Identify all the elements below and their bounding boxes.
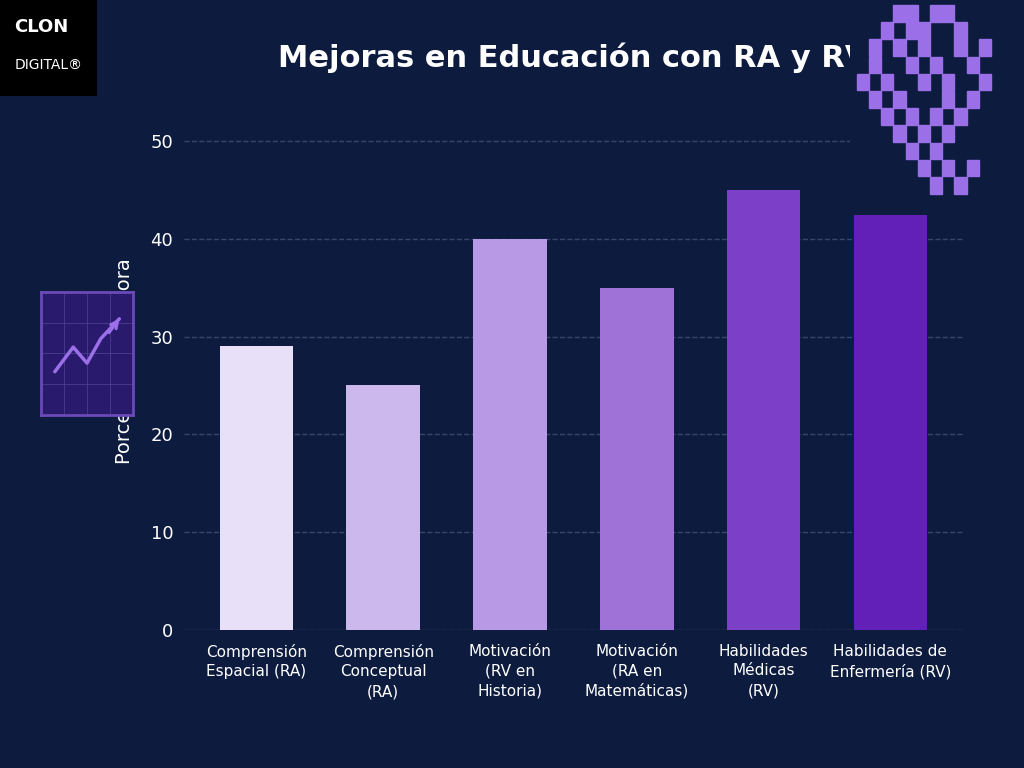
Y-axis label: Porcentaje de Mejora: Porcentaje de Mejora [115, 258, 134, 464]
Bar [905, 5, 918, 22]
Bar [954, 22, 967, 38]
Bar [918, 22, 930, 38]
Bar [727, 190, 801, 630]
Title: Mejoras en Educación con RA y RV: Mejoras en Educación con RA y RV [279, 43, 868, 73]
Bar [930, 177, 942, 194]
Bar [600, 288, 674, 630]
Bar [967, 57, 979, 73]
Bar [905, 143, 918, 159]
Bar [220, 346, 293, 630]
Bar [869, 91, 882, 108]
Bar [905, 108, 918, 124]
Bar [930, 108, 942, 124]
Bar [942, 74, 954, 91]
Bar [954, 177, 967, 194]
Bar [882, 22, 893, 38]
Bar [918, 74, 930, 91]
Bar [905, 22, 918, 38]
Bar [979, 39, 991, 56]
Bar [854, 141, 927, 630]
Bar [930, 5, 942, 22]
Bar [882, 74, 893, 91]
Bar [918, 125, 930, 142]
Bar [930, 143, 942, 159]
Bar [942, 91, 954, 108]
Bar [942, 5, 954, 22]
Bar [967, 160, 979, 177]
Bar [967, 91, 979, 108]
Bar [473, 239, 547, 630]
Bar [857, 74, 869, 91]
Bar [954, 39, 967, 56]
Bar [942, 160, 954, 177]
Bar [893, 39, 905, 56]
Bar [918, 39, 930, 56]
Bar [882, 108, 893, 124]
Bar [918, 160, 930, 177]
Bar [869, 39, 882, 56]
Bar [979, 74, 991, 91]
Text: CLON: CLON [14, 18, 69, 36]
Bar [346, 386, 420, 630]
Text: DIGITAL®: DIGITAL® [14, 58, 83, 72]
Bar [942, 125, 954, 142]
Bar [893, 91, 905, 108]
Bar [930, 57, 942, 73]
Bar [954, 108, 967, 124]
Bar [869, 57, 882, 73]
Bar [905, 57, 918, 73]
Bar [893, 5, 905, 22]
Bar [893, 125, 905, 142]
